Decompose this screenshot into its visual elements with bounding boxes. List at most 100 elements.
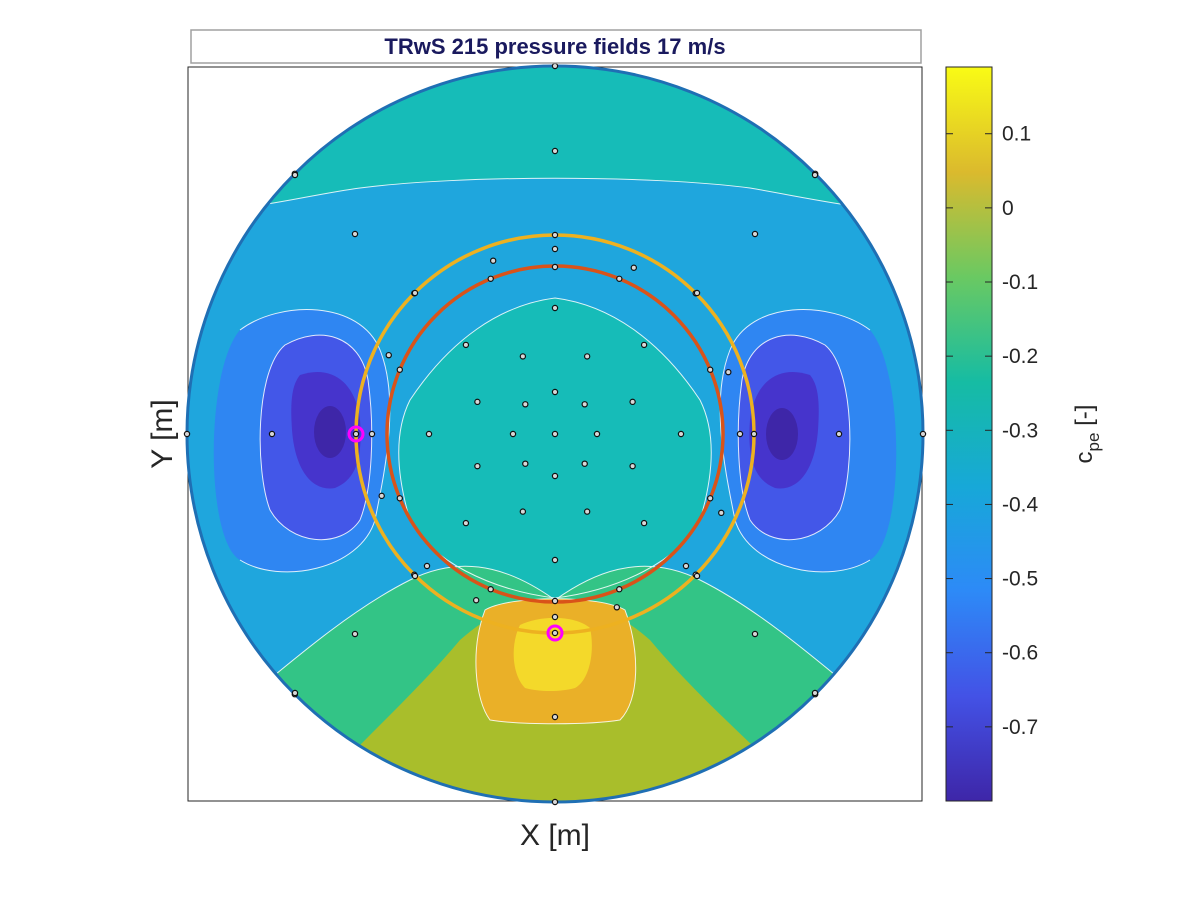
sensor-point bbox=[551, 597, 559, 605]
colorbar: 0.1 0 -0.1 -0.2 -0.3 -0.4 -0.5 -0.6 -0.7 cpe [-] bbox=[945, 66, 1103, 802]
sensor-point bbox=[718, 509, 725, 517]
sensor-point bbox=[487, 275, 494, 282]
colorbar-label-sub: pe bbox=[1084, 433, 1103, 452]
sensor-point bbox=[519, 353, 527, 360]
sensor-point bbox=[551, 388, 559, 396]
chart-title: TRwS 215 pressure fields 17 m/s bbox=[384, 34, 725, 59]
colorbar-tick-label: 0 bbox=[1002, 197, 1014, 220]
left-low-core bbox=[314, 406, 346, 458]
sensor-point bbox=[351, 630, 359, 638]
sensor-point bbox=[352, 430, 360, 438]
sensor-point bbox=[551, 263, 559, 271]
colorbar-tick-label: -0.4 bbox=[1002, 493, 1039, 516]
sensor-point bbox=[462, 519, 470, 527]
colorbar-tick-label: -0.1 bbox=[1002, 271, 1038, 294]
sensor-point bbox=[693, 572, 701, 580]
sensor-point bbox=[593, 430, 601, 438]
sensor-point bbox=[583, 353, 591, 360]
sensor-point bbox=[551, 231, 559, 239]
sensor-point bbox=[423, 562, 431, 570]
sensor-point bbox=[487, 586, 494, 593]
sensor-point bbox=[629, 398, 636, 406]
sensor-point bbox=[693, 289, 701, 297]
sensor-point bbox=[616, 586, 623, 593]
sensor-point bbox=[411, 572, 419, 580]
colorbar-label-main: c bbox=[1071, 451, 1098, 463]
colorbar-gradient bbox=[945, 66, 993, 802]
title-box: TRwS 215 pressure fields 17 m/s bbox=[190, 29, 922, 64]
sensor-point bbox=[522, 401, 529, 408]
sensor-point bbox=[751, 630, 759, 638]
sensor-point bbox=[411, 289, 419, 297]
colorbar-label-unit: [-] bbox=[1071, 405, 1098, 433]
sensor-point bbox=[581, 460, 588, 467]
colorbar-tick-label: -0.3 bbox=[1002, 419, 1038, 442]
sensor-point bbox=[613, 604, 621, 611]
sensor-point bbox=[811, 171, 819, 179]
sensor-point bbox=[522, 460, 529, 467]
sensor-point bbox=[425, 430, 433, 438]
sensor-point bbox=[551, 245, 559, 253]
sensor-point bbox=[551, 430, 559, 438]
sensor-point bbox=[291, 171, 299, 179]
sensor-point bbox=[474, 462, 481, 470]
sensor-point bbox=[581, 401, 588, 408]
high-core bbox=[513, 617, 592, 691]
sensor-point bbox=[750, 430, 758, 438]
sensor-point bbox=[682, 562, 690, 570]
sensor-point bbox=[640, 341, 648, 349]
center-region bbox=[398, 298, 712, 598]
sensor-point bbox=[919, 430, 927, 438]
y-axis-label: Y [m] bbox=[146, 399, 179, 468]
sensor-point bbox=[291, 689, 299, 697]
x-axis-label: X [m] bbox=[520, 819, 590, 852]
sensor-points bbox=[183, 62, 927, 806]
sensor-point bbox=[183, 430, 191, 438]
sensor-point bbox=[551, 629, 559, 637]
colorbar-tick-label: 0.1 bbox=[1002, 123, 1031, 146]
sensor-point bbox=[629, 462, 636, 470]
sensor-point bbox=[677, 430, 685, 438]
sensor-point bbox=[396, 366, 403, 373]
sensor-point bbox=[630, 264, 638, 271]
sensor-point bbox=[736, 430, 744, 438]
sensor-point bbox=[378, 492, 385, 500]
sensor-point bbox=[489, 257, 497, 264]
sensor-point bbox=[835, 430, 843, 438]
highlight-marker-left bbox=[347, 425, 365, 443]
sensor-point bbox=[725, 368, 732, 376]
sensor-point bbox=[351, 230, 359, 238]
sensor-point bbox=[707, 495, 714, 502]
sensor-point bbox=[551, 556, 559, 564]
sensor-point bbox=[474, 398, 481, 406]
sensor-point bbox=[583, 508, 591, 515]
sensor-point bbox=[368, 430, 376, 438]
sensor-point bbox=[640, 519, 648, 527]
sensor-point bbox=[751, 230, 759, 238]
sensor-point bbox=[396, 495, 403, 502]
right-low-core bbox=[766, 408, 798, 460]
sensor-point bbox=[551, 713, 559, 721]
sensor-point bbox=[616, 275, 623, 282]
sensor-point bbox=[551, 798, 559, 806]
sensor-point bbox=[462, 341, 470, 349]
sensor-point bbox=[472, 597, 480, 604]
colorbar-tick-label: -0.7 bbox=[1002, 716, 1038, 739]
pressure-field bbox=[187, 66, 923, 802]
sensor-point bbox=[551, 147, 559, 155]
colorbar-tick-label: -0.2 bbox=[1002, 345, 1038, 368]
highlight-marker-bottom bbox=[546, 624, 564, 642]
sensor-point bbox=[509, 430, 517, 438]
colorbar-tick-label: -0.5 bbox=[1002, 568, 1038, 591]
sensor-point bbox=[385, 351, 392, 359]
sensor-point bbox=[268, 430, 276, 438]
sensor-point bbox=[551, 613, 559, 621]
colorbar-tick-label: -0.6 bbox=[1002, 642, 1038, 665]
sensor-point bbox=[707, 366, 714, 373]
sensor-point bbox=[551, 62, 559, 70]
sensor-point bbox=[811, 689, 819, 697]
colorbar-label: cpe [-] bbox=[1071, 405, 1103, 464]
colorbar-ticks: 0.1 0 -0.1 -0.2 -0.3 -0.4 -0.5 -0.6 -0.7 bbox=[946, 123, 1039, 739]
sensor-point bbox=[551, 472, 559, 480]
